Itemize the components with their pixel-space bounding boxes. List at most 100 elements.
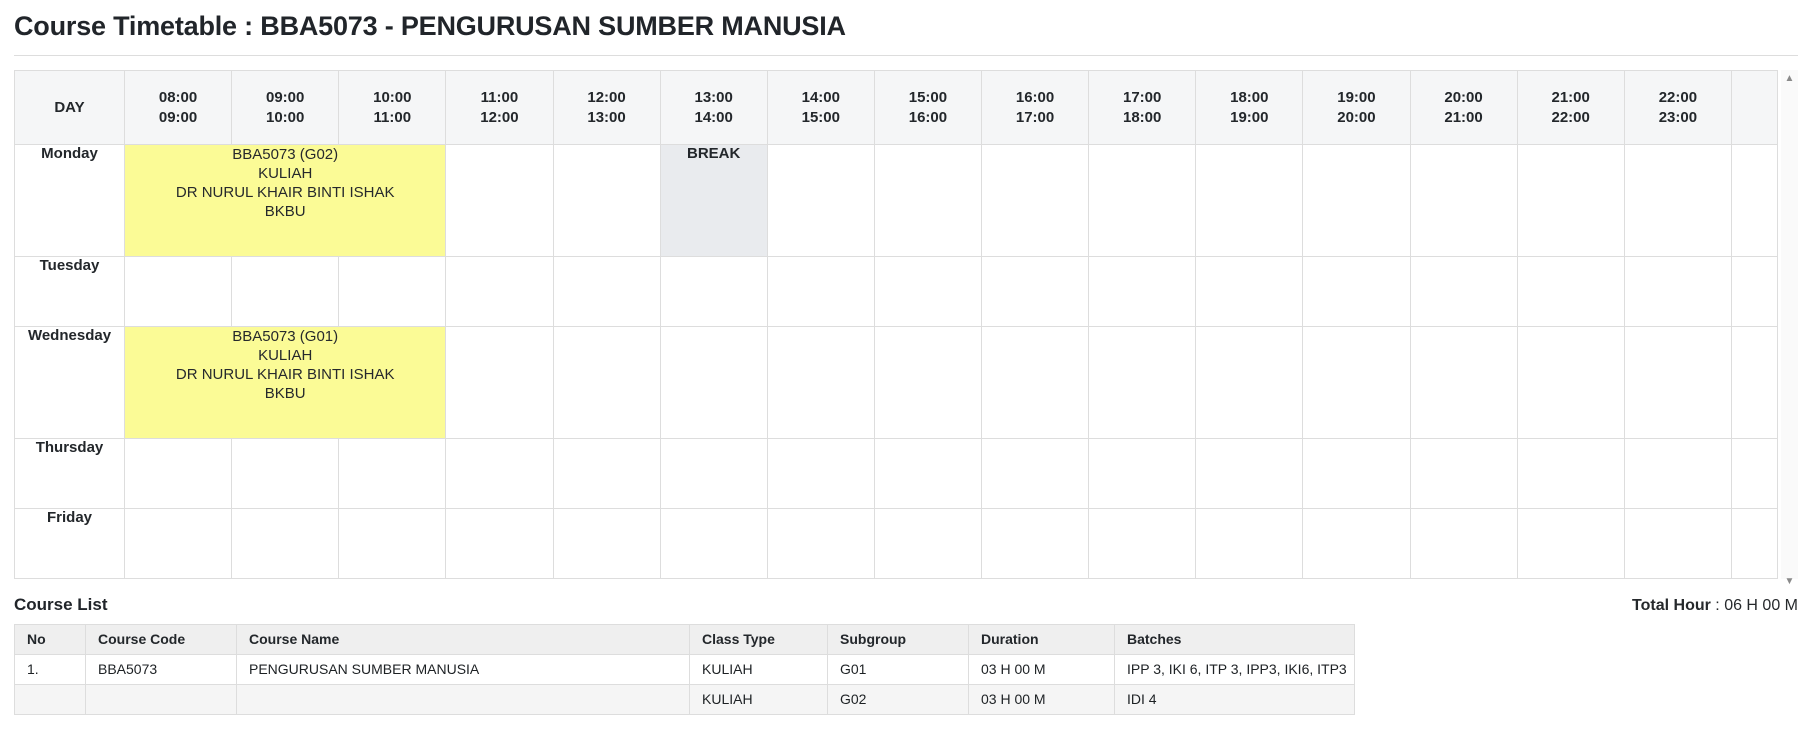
timetable-empty-cell (338, 438, 447, 509)
timetable-empty-cell (1088, 438, 1197, 509)
course-table-header: No Course Code Course Name Class Type Subgro… (14, 624, 1355, 655)
course-column-header-course-name: Course Name (236, 624, 690, 655)
course-column-header-course-code: Course Code (85, 624, 237, 655)
total-hour-separator: : (1710, 597, 1725, 614)
timetable-empty-cell (123, 508, 233, 579)
slot-end-time: 09:00 (158, 108, 198, 126)
total-hour-value: 06 H 00 M (1724, 597, 1798, 614)
time-header-cell-2: 10:00 11:00 (338, 70, 447, 145)
timetable-empty-cell (1516, 256, 1625, 327)
course-table-cell: BBA5073 (85, 654, 237, 685)
timetable-empty-cell (1088, 144, 1197, 257)
course-table-cell: IDI 4 (1114, 684, 1355, 715)
day-label-cell: Wednesday (14, 326, 125, 439)
scroll-down-icon[interactable]: ▼ (1784, 576, 1795, 587)
row-spacer-cell (1731, 508, 1778, 579)
time-header-cell-6: 14:00 15:00 (766, 70, 875, 145)
timetable-empty-cell (873, 326, 983, 439)
timetable-empty-cell (1623, 256, 1733, 327)
time-header-cell-12: 20:00 21:00 (1409, 70, 1518, 145)
day-header-cell: DAY (14, 70, 125, 145)
timetable-empty-cell (1302, 508, 1411, 579)
timetable-empty-cell (445, 438, 554, 509)
slot-start-time: 16:00 (1015, 88, 1055, 106)
row-spacer-cell (1731, 144, 1778, 257)
timetable-empty-cell (445, 508, 554, 579)
title-divider (14, 55, 1798, 56)
slot-start-time: 08:00 (158, 88, 198, 106)
scroll-up-icon[interactable]: ▲ (1784, 73, 1795, 84)
timetable-empty-cell (766, 438, 875, 509)
course-column-header-class-type: Class Type (689, 624, 828, 655)
course-table-cell: G02 (827, 684, 969, 715)
slot-start-time: 20:00 (1444, 88, 1483, 106)
timetable-row-thursday: Thursday (14, 438, 1778, 509)
timetable-empty-cell (1516, 508, 1625, 579)
event-line: BBA5073 (G02) (232, 146, 339, 163)
course-table-cell: IPP 3, IKI 6, ITP 3, IPP3, IKI6, ITP3 (1114, 654, 1355, 685)
course-table-cell (14, 684, 86, 715)
time-header-cell-4: 12:00 13:00 (552, 70, 661, 145)
event-line: BBA5073 (G01) (232, 328, 339, 345)
header-spacer-cell (1731, 70, 1778, 145)
slot-end-time: 20:00 (1337, 108, 1376, 126)
timetable-empty-cell (1302, 326, 1411, 439)
timetable-container: DAY 08:00 09:00 09:00 10:00 10:00 11:00 11:00 12… (14, 70, 1798, 587)
course-list-head-row: Course List Total Hour : 06 H 00 M (14, 595, 1798, 615)
row-spacer-cell (1731, 326, 1778, 439)
course-table-cell (236, 684, 690, 715)
time-header-cell-3: 11:00 12:00 (445, 70, 554, 145)
time-header-cell-13: 21:00 22:00 (1516, 70, 1625, 145)
timetable-empty-cell (873, 508, 983, 579)
time-header-cell-0: 08:00 09:00 (123, 70, 233, 145)
slot-end-time: 17:00 (1015, 108, 1055, 126)
time-header-cell-9: 17:00 18:00 (1088, 70, 1197, 145)
course-column-header-batches: Batches (1114, 624, 1355, 655)
timetable-empty-cell (766, 144, 875, 257)
timetable-empty-cell (1195, 438, 1304, 509)
timetable-empty-cell (338, 508, 447, 579)
page-title: Course Timetable : BBA5073 - PENGURUSAN … (14, 11, 846, 41)
slot-end-time: 21:00 (1444, 108, 1483, 126)
timetable-row-friday: Friday (14, 508, 1778, 579)
day-label-cell: Thursday (14, 438, 125, 509)
slot-start-time: 14:00 (801, 88, 840, 106)
course-table-cell: 1. (14, 654, 86, 685)
timetable-empty-cell (980, 144, 1090, 257)
slot-start-time: 09:00 (266, 88, 305, 106)
course-list-heading: Course List (14, 595, 108, 614)
timetable-empty-cell (1088, 326, 1197, 439)
course-table-row: KULIAH G02 03 H 00 M IDI 4 (14, 684, 1355, 715)
timetable-empty-cell (659, 438, 768, 509)
timetable-row-wednesday: Wednesday BBA5073 (G01) KULIAH DR NURUL KHA… (14, 326, 1778, 439)
slot-start-time: 15:00 (908, 88, 948, 106)
timetable-empty-cell (1195, 326, 1304, 439)
time-header-cell-7: 15:00 16:00 (873, 70, 983, 145)
timetable-event-cell: BBA5073 (G02) KULIAH DR NURUL KHAIR BINTI … (123, 144, 447, 257)
course-list-section: Course List Total Hour : 06 H 00 M No Cou… (14, 595, 1798, 715)
timetable-empty-cell (1409, 256, 1518, 327)
slot-end-time: 13:00 (587, 108, 626, 126)
timetable-empty-cell (873, 438, 983, 509)
course-table-cell: G01 (827, 654, 969, 685)
timetable-empty-cell (1516, 326, 1625, 439)
vertical-scrollbar[interactable]: ▲ ▼ (1781, 70, 1798, 587)
row-spacer-cell (1731, 438, 1778, 509)
slot-start-time: 22:00 (1658, 88, 1698, 106)
timetable-empty-cell (552, 144, 661, 257)
timetable-empty-cell (659, 326, 768, 439)
course-column-header-subgroup: Subgroup (827, 624, 969, 655)
slot-start-time: 13:00 (694, 88, 733, 106)
timetable-empty-cell (231, 438, 340, 509)
timetable-empty-cell (1088, 508, 1197, 579)
slot-end-time: 15:00 (801, 108, 840, 126)
event-line: BKBU (264, 203, 306, 220)
timetable-empty-cell (445, 256, 554, 327)
course-table-cell: PENGURUSAN SUMBER MANUSIA (236, 654, 690, 685)
timetable-empty-cell (231, 256, 340, 327)
slot-start-time: 17:00 (1123, 88, 1162, 106)
total-hour: Total Hour : 06 H 00 M (1632, 597, 1798, 615)
timetable-empty-cell (123, 256, 233, 327)
event-line: DR NURUL KHAIR BINTI ISHAK (175, 184, 395, 201)
